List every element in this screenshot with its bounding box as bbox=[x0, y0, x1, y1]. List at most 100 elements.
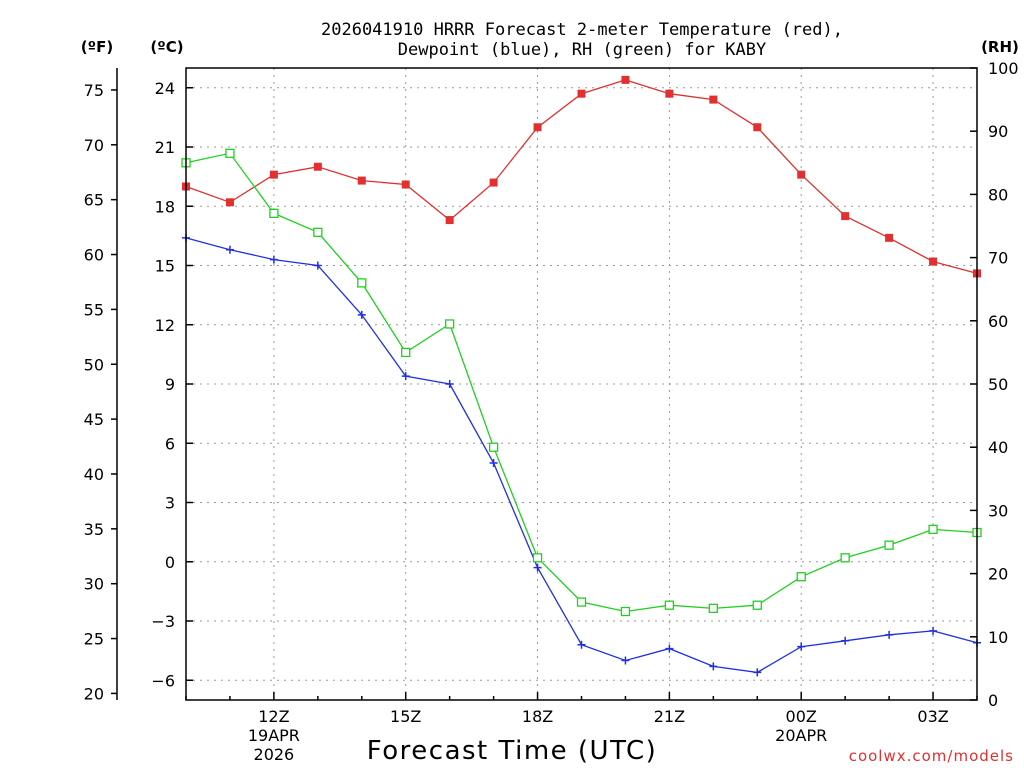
fahrenheit-tick-label: 25 bbox=[84, 630, 104, 649]
dewpoint-point bbox=[709, 662, 718, 671]
chart-title-line2: Dewpoint (blue), RH (green) for KABY bbox=[398, 40, 766, 60]
fahrenheit-tick-label: 60 bbox=[84, 246, 104, 265]
temperature-point bbox=[533, 123, 542, 132]
temperature-point bbox=[577, 89, 586, 98]
fahrenheit-tick-label: 55 bbox=[84, 300, 104, 319]
fahrenheit-tick-label: 20 bbox=[84, 684, 104, 703]
rh-tick-label: 20 bbox=[988, 565, 1008, 584]
dewpoint-point bbox=[797, 642, 806, 651]
rh-tick-label: 90 bbox=[988, 122, 1008, 141]
rh-point bbox=[269, 208, 279, 219]
dewpoint-point bbox=[621, 656, 630, 665]
fahrenheit-tick-label: 40 bbox=[84, 465, 104, 484]
rh-point bbox=[357, 278, 367, 288]
temperature-point bbox=[753, 123, 762, 132]
rh-point bbox=[752, 600, 762, 610]
temperature-point bbox=[797, 170, 806, 179]
temperature-point bbox=[489, 178, 498, 187]
celsius-unit-label: (ºC) bbox=[150, 38, 183, 56]
fahrenheit-tick-label: 45 bbox=[84, 410, 104, 429]
x-tick-label: 18Z bbox=[522, 707, 553, 726]
x-tick-label: 21Z bbox=[654, 707, 685, 726]
temperature-line bbox=[185, 79, 978, 275]
rh-unit-label: (RH) bbox=[981, 38, 1019, 56]
temperature-point bbox=[885, 233, 894, 242]
x-tick-label: 15Z bbox=[390, 707, 421, 726]
rh-tick-label: 10 bbox=[988, 628, 1008, 647]
dewpoint-point bbox=[841, 636, 850, 645]
rh-point bbox=[532, 553, 543, 563]
rh-tick-label: 80 bbox=[988, 185, 1008, 204]
rh-point bbox=[225, 148, 235, 158]
rh-tick-label: 30 bbox=[988, 501, 1008, 520]
dewpoint-point bbox=[577, 640, 586, 649]
celsius-tick-label: 9 bbox=[165, 375, 175, 394]
dewpoint-point bbox=[533, 563, 542, 572]
fahrenheit-unit-label: (ºF) bbox=[81, 38, 113, 56]
rh-point bbox=[401, 347, 411, 358]
x-tick-label: 00Z bbox=[786, 707, 817, 726]
fahrenheit-tick-label: 65 bbox=[84, 191, 104, 210]
temperature-point bbox=[401, 180, 410, 189]
watermark: coolwx.com/models bbox=[849, 747, 1014, 765]
temperature-point bbox=[665, 89, 674, 98]
temperature-point bbox=[269, 170, 278, 179]
fahrenheit-tick-label: 70 bbox=[84, 136, 104, 155]
rh-point bbox=[620, 606, 631, 617]
dewpoint-point bbox=[489, 459, 498, 467]
rh-tick-label: 0 bbox=[988, 691, 998, 710]
celsius-tick-label: 18 bbox=[155, 197, 175, 216]
dewpoint-point bbox=[753, 668, 762, 677]
dewpoint-point bbox=[313, 261, 322, 270]
fahrenheit-tick-label: 75 bbox=[84, 81, 104, 100]
celsius-tick-label: 21 bbox=[155, 138, 175, 157]
x-date-label: 19APR bbox=[248, 726, 300, 745]
temperature-point bbox=[225, 198, 234, 207]
plot-frame bbox=[185, 67, 978, 701]
celsius-axis: 24 21 18 15 12 9 6 3 0 −3 −6 bbox=[151, 79, 193, 690]
dewpoint-point bbox=[269, 255, 278, 264]
rh-point bbox=[884, 540, 894, 550]
celsius-tick-label: 6 bbox=[165, 434, 175, 453]
dewpoint-point bbox=[665, 644, 674, 653]
temperature-point bbox=[357, 176, 366, 185]
dewpoint-point bbox=[929, 626, 938, 635]
rh-point bbox=[445, 319, 455, 329]
x-tick-label: 03Z bbox=[917, 707, 948, 726]
temperature-point bbox=[709, 95, 718, 104]
grid-lines bbox=[186, 68, 977, 700]
celsius-tick-label: 0 bbox=[165, 553, 175, 572]
celsius-tick-label: 3 bbox=[165, 494, 175, 513]
rh-point bbox=[576, 597, 587, 607]
rh-point bbox=[664, 600, 675, 610]
dewpoint-point bbox=[401, 372, 410, 381]
series-lines bbox=[181, 75, 982, 677]
rh-point bbox=[488, 442, 499, 452]
x-tick-label: 12Z bbox=[258, 707, 289, 726]
celsius-tick-label: 24 bbox=[155, 79, 175, 98]
chart-title-line1: 2026041910 HRRR Forecast 2-meter Tempera… bbox=[321, 20, 843, 40]
temperature-point bbox=[621, 75, 630, 84]
rh-tick-label: 60 bbox=[988, 312, 1008, 331]
rh-tick-label: 50 bbox=[988, 375, 1008, 394]
rh-point bbox=[708, 603, 718, 614]
celsius-tick-label: 15 bbox=[155, 257, 175, 276]
rh-point bbox=[928, 524, 938, 535]
temperature-point bbox=[313, 162, 322, 171]
dewpoint-point bbox=[445, 380, 454, 388]
x-date-label: 20APR bbox=[775, 726, 827, 745]
rh-tick-label: 100 bbox=[988, 59, 1019, 78]
dewpoint-point bbox=[225, 245, 234, 254]
fahrenheit-axis: 75 70 65 60 55 50 45 40 35 30 25 20 bbox=[84, 68, 118, 703]
rh-point bbox=[313, 227, 323, 237]
celsius-tick-label: −3 bbox=[151, 612, 175, 631]
dewpoint-point bbox=[357, 310, 366, 319]
fahrenheit-tick-label: 30 bbox=[84, 575, 104, 594]
rh-tick-label: 40 bbox=[988, 438, 1008, 457]
celsius-tick-label: −6 bbox=[151, 671, 175, 690]
dewpoint-point bbox=[885, 630, 894, 639]
rh-tick-label: 70 bbox=[988, 249, 1008, 268]
